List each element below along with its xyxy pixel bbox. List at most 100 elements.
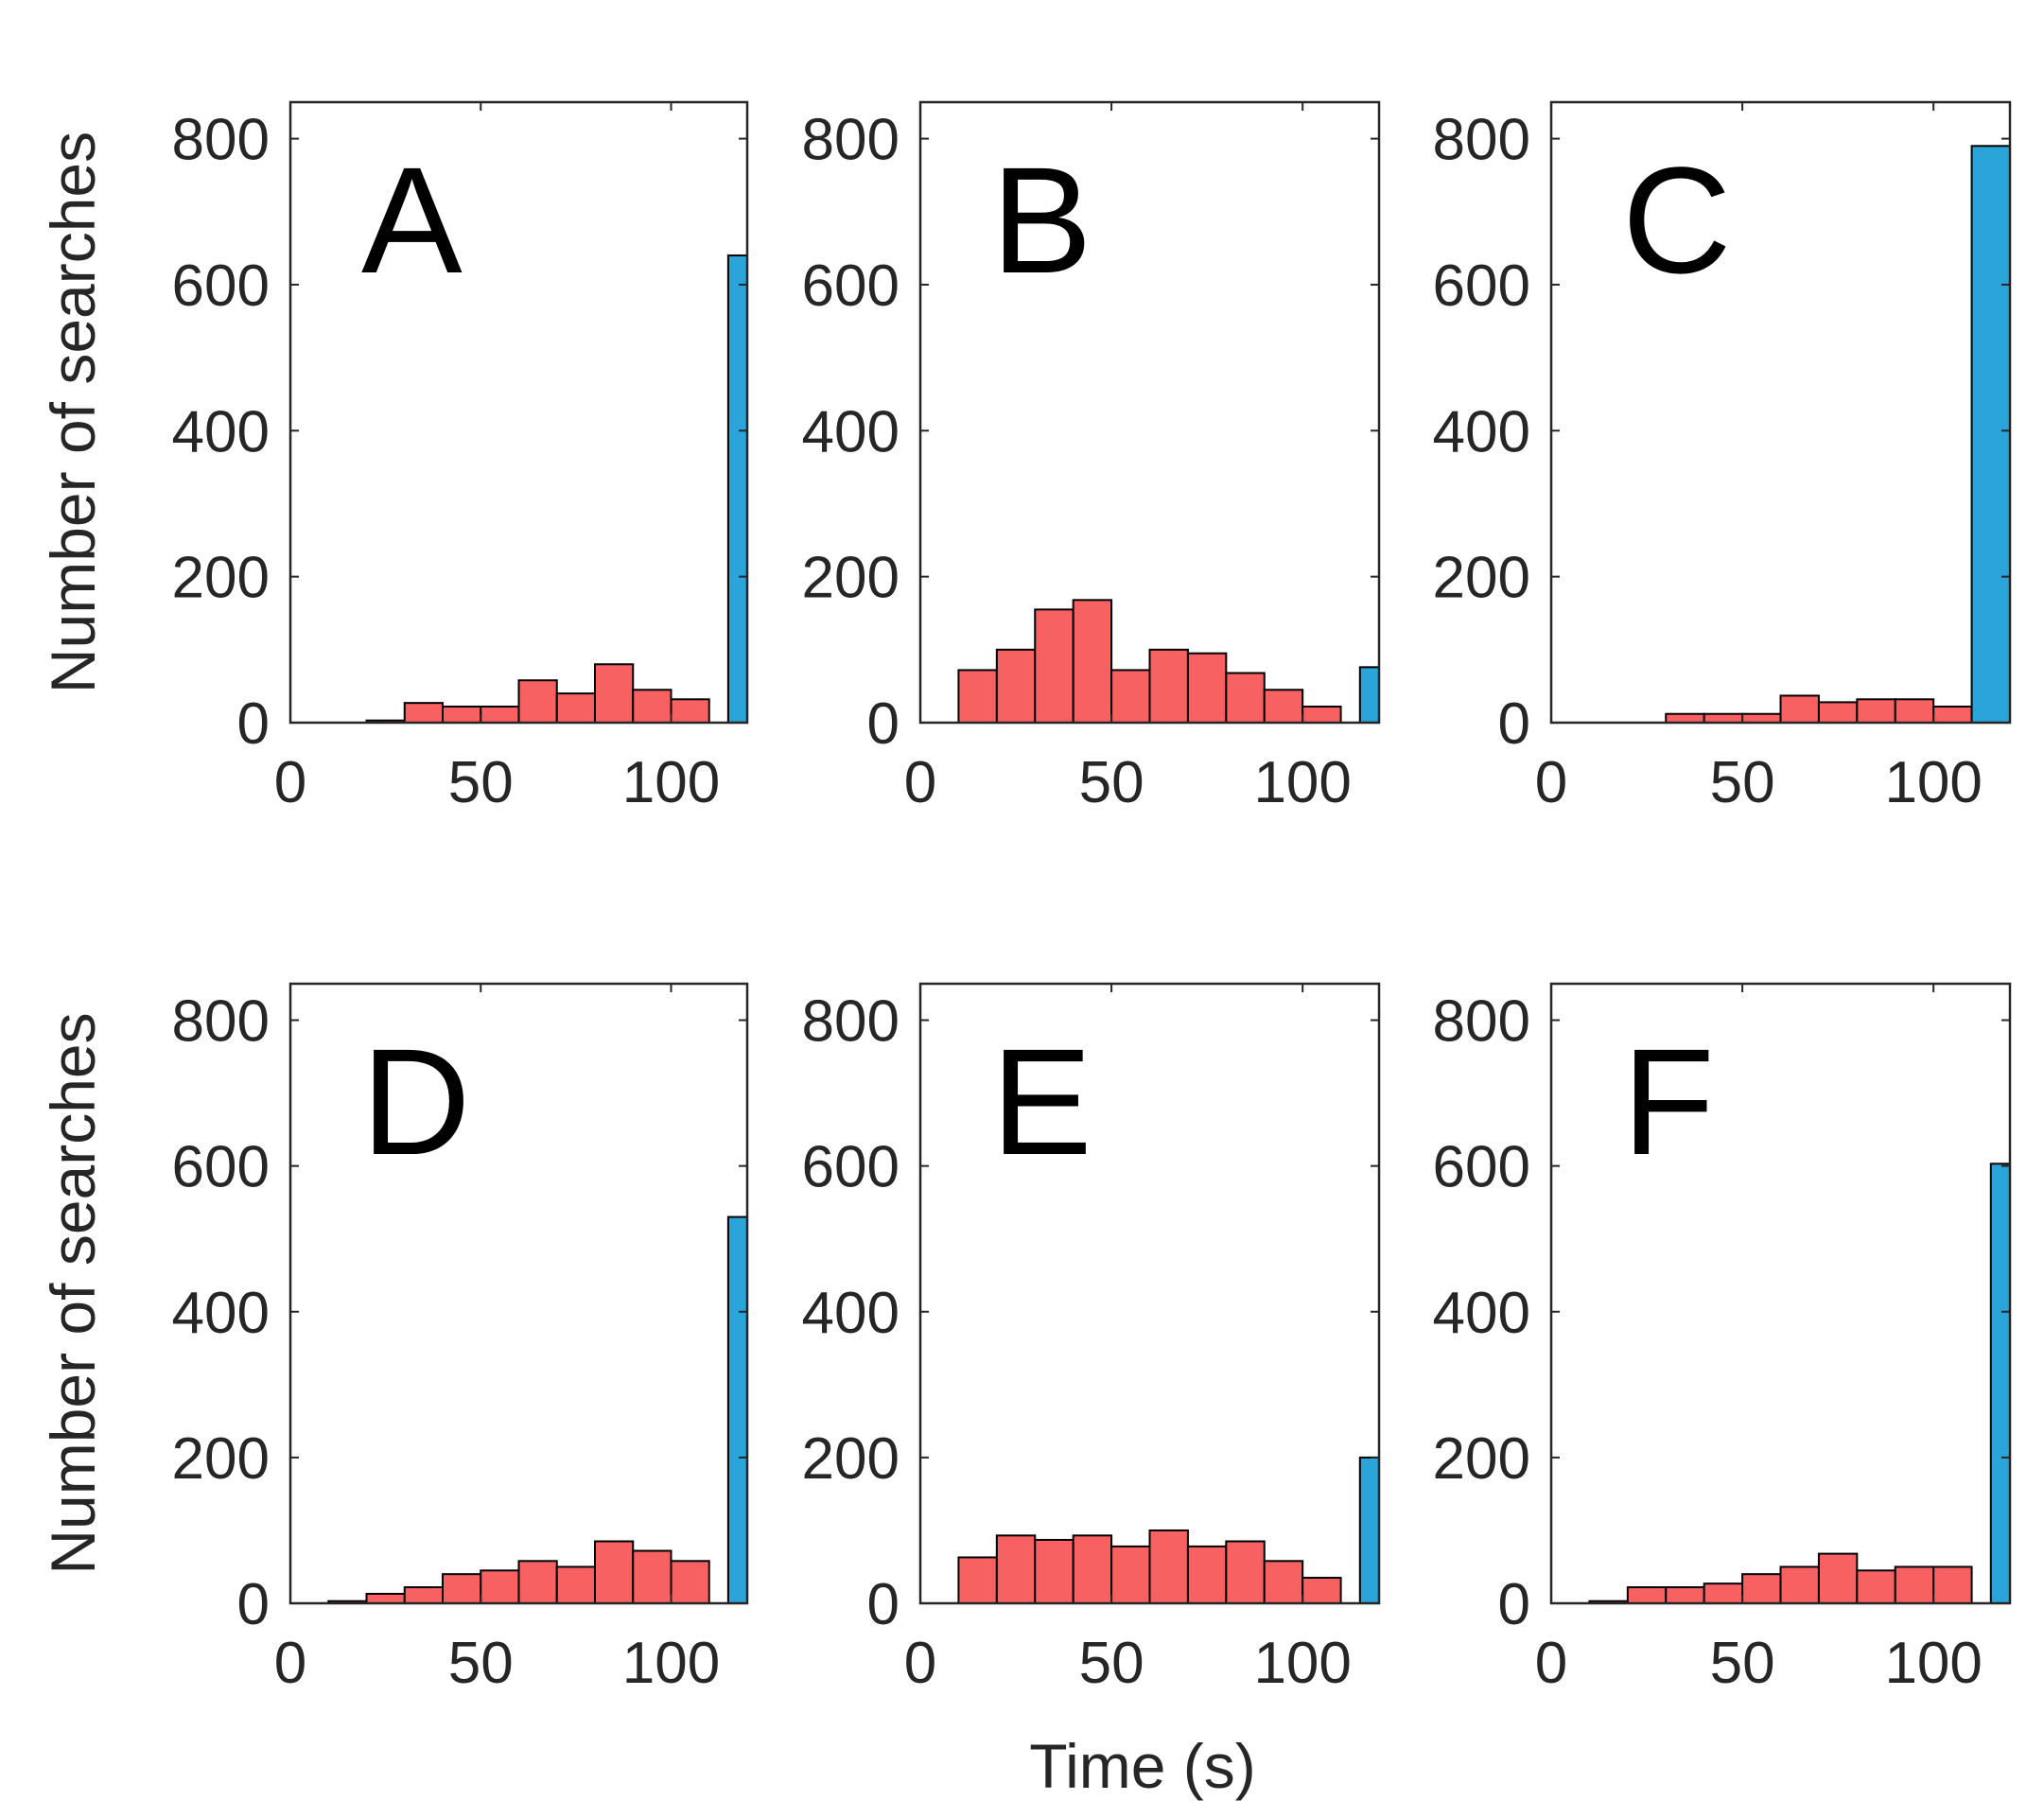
y-tick-label: 600: [1433, 253, 1530, 319]
y-tick-label: 600: [1433, 1135, 1530, 1200]
panel-label: D: [361, 1017, 471, 1186]
x-tick-label: 0: [274, 1631, 306, 1696]
y-tick-label: 400: [172, 1281, 270, 1346]
bar-found-70: [555, 1565, 596, 1604]
bar-found-60: [517, 1560, 558, 1605]
x-tick-label: 0: [1535, 750, 1567, 815]
y-tick-label: 200: [802, 546, 900, 611]
bar-found-80: [1856, 698, 1896, 724]
y-tick-label: 800: [802, 108, 900, 173]
bar-found-50: [480, 1569, 520, 1604]
y-tick-label: 200: [172, 546, 270, 611]
bar-timeout-115: [726, 254, 748, 724]
axes-frame: [918, 982, 1381, 1605]
y-tick-label: 800: [172, 989, 270, 1055]
x-tick-label: 50: [1079, 1631, 1144, 1696]
bar-found-50: [1741, 712, 1782, 725]
panel-c: 0 200 400 600 800 0 50 100 C: [1433, 100, 2012, 815]
bar-found-40: [442, 706, 482, 725]
bar-found-80: [594, 1540, 635, 1604]
y-tick-label: 0: [867, 691, 900, 757]
y-axis-label: Number of searches: [38, 1012, 108, 1574]
bar-timeout-115: [1358, 666, 1380, 725]
x-tick-label: 50: [1079, 750, 1144, 815]
panel-label: C: [1622, 135, 1732, 305]
bar-found-40: [1703, 1582, 1744, 1604]
axes-frame: [288, 100, 749, 725]
bar-found-40: [1072, 599, 1113, 724]
x-tick-label: 100: [1884, 1631, 1982, 1696]
x-tick-label: 100: [622, 1631, 720, 1696]
y-tick-label: 400: [802, 399, 900, 464]
bar-found-70: [1186, 652, 1228, 725]
bar-found-100: [1932, 706, 1973, 725]
bar-found-60: [1779, 694, 1820, 724]
panel-e: 0 200 400 600 800 0 50 100 E: [802, 982, 1381, 1696]
x-tick-label: 0: [1535, 1631, 1567, 1696]
panel-a: 0 200 400 600 800 0 50 100 A Number of searches: [38, 100, 749, 815]
y-tick-label: 200: [172, 1426, 270, 1492]
bar-found-60: [1148, 648, 1189, 725]
y-tick-label: 0: [1498, 1572, 1530, 1637]
bar-found-20: [1626, 1586, 1668, 1605]
y-tick-label: 800: [802, 989, 900, 1055]
y-tick-label: 600: [802, 1135, 900, 1200]
y-tick-label: 400: [1433, 399, 1530, 464]
bar-found-90: [1894, 1565, 1935, 1604]
bar-found-10: [957, 1556, 998, 1604]
panel-b: 0 200 400 600 800 0 50 100 B: [802, 100, 1381, 815]
y-tick-label: 200: [802, 1426, 900, 1492]
panel-label: F: [1622, 1017, 1715, 1186]
bar-found-30: [1665, 712, 1705, 725]
y-tick-label: 0: [867, 1572, 900, 1637]
bar-found-40: [442, 1573, 482, 1605]
bar-found-90: [1263, 689, 1304, 724]
bar-found-30: [403, 1586, 444, 1605]
bar-found-90: [1263, 1560, 1304, 1605]
bar-found-20: [995, 1534, 1037, 1605]
axes-frame: [918, 100, 1381, 725]
bar-found-90: [632, 1549, 673, 1605]
x-tick-label: 100: [1253, 1631, 1351, 1696]
bar-found-40: [1072, 1534, 1113, 1605]
bar-found-50: [480, 706, 520, 725]
bar-found-70: [1817, 701, 1859, 724]
bar-found-70: [1817, 1552, 1859, 1604]
x-tick-label: 50: [1710, 750, 1775, 815]
bar-found-100: [1302, 706, 1342, 725]
bar-found-60: [517, 679, 558, 725]
bar-timeout-115: [1989, 1162, 2012, 1605]
bar-found-80: [1856, 1569, 1896, 1604]
y-tick-label: 800: [1433, 989, 1530, 1055]
bar-found-40: [1703, 712, 1744, 725]
y-tick-label: 0: [237, 691, 270, 757]
y-tick-label: 600: [802, 253, 900, 319]
y-axis-label: Number of searches: [38, 131, 108, 693]
bar-found-60: [1779, 1565, 1820, 1604]
y-tick-label: 800: [172, 108, 270, 173]
y-tick-label: 400: [802, 1281, 900, 1346]
bar-found-80: [1225, 1540, 1266, 1604]
bar-timeout-110: [1970, 145, 2011, 724]
bar-found-80: [1225, 672, 1266, 725]
x-tick-label: 50: [448, 750, 514, 815]
x-tick-label: 50: [448, 1631, 514, 1696]
bar-found-50: [1110, 1545, 1151, 1605]
y-tick-label: 0: [237, 1572, 270, 1637]
y-tick-label: 200: [1433, 546, 1530, 611]
x-tick-label: 100: [1884, 750, 1982, 815]
bar-found-100: [1932, 1565, 1973, 1604]
bar-found-30: [1665, 1586, 1705, 1605]
axes-frame: [1549, 100, 2012, 725]
bar-found-90: [632, 689, 673, 724]
x-axis-label: Time (s): [1029, 1731, 1256, 1801]
x-tick-label: 0: [904, 750, 936, 815]
y-tick-label: 400: [172, 399, 270, 464]
bar-found-60: [1148, 1529, 1189, 1604]
x-tick-label: 50: [1710, 1631, 1775, 1696]
bar-found-90: [1894, 698, 1935, 724]
panel-label: E: [991, 1017, 1092, 1186]
axes-frame: [288, 982, 749, 1605]
x-tick-label: 0: [274, 750, 306, 815]
